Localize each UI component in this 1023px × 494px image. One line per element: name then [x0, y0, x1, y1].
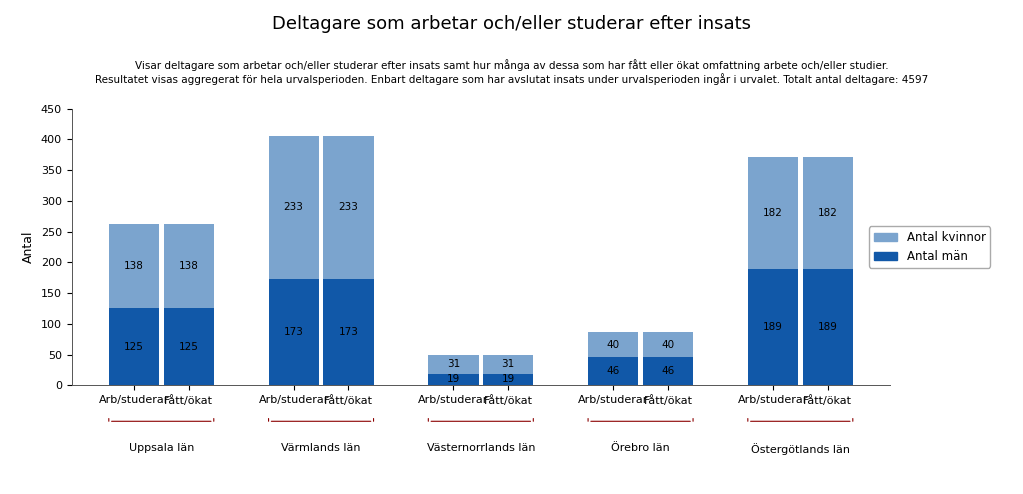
Text: 19: 19 [447, 374, 460, 384]
Text: 46: 46 [661, 366, 674, 376]
Bar [429, 373, 479, 385]
Text: 233: 233 [339, 203, 358, 212]
Bar [269, 279, 319, 385]
Bar [429, 355, 479, 373]
Bar [483, 373, 533, 385]
Text: 125: 125 [124, 342, 144, 352]
Bar [108, 224, 159, 308]
Text: 189: 189 [817, 322, 838, 332]
Bar [588, 332, 638, 357]
Text: Visar deltagare som arbetar och/eller studerar efter insats samt hur många av de: Visar deltagare som arbetar och/eller st… [95, 59, 928, 85]
Bar [323, 136, 373, 279]
Text: Deltagare som arbetar och/eller studerar efter insats: Deltagare som arbetar och/eller studerar… [272, 15, 751, 33]
Y-axis label: Antal: Antal [23, 231, 35, 263]
Text: Uppsala län: Uppsala län [129, 444, 194, 453]
Bar [748, 157, 798, 269]
Text: 182: 182 [763, 208, 783, 218]
Text: 40: 40 [607, 340, 620, 350]
Bar [323, 279, 373, 385]
Bar [642, 332, 693, 357]
Bar [642, 357, 693, 385]
Text: 189: 189 [763, 322, 783, 332]
Bar [748, 269, 798, 385]
Text: Örebro län: Örebro län [611, 444, 670, 453]
Text: 19: 19 [501, 374, 515, 384]
Text: 173: 173 [283, 327, 304, 337]
Text: Västernorrlands län: Västernorrlands län [427, 444, 535, 453]
Text: 31: 31 [501, 359, 515, 369]
Text: 138: 138 [179, 261, 198, 271]
Bar [803, 269, 853, 385]
Text: 173: 173 [339, 327, 358, 337]
Legend: Antal kvinnor, Antal män: Antal kvinnor, Antal män [869, 226, 990, 268]
Bar [483, 355, 533, 373]
Bar [803, 157, 853, 269]
Bar [164, 224, 214, 308]
Bar [108, 308, 159, 385]
Text: 233: 233 [283, 203, 304, 212]
Text: 125: 125 [179, 342, 198, 352]
Text: 182: 182 [817, 208, 838, 218]
Bar [164, 308, 214, 385]
Bar [588, 357, 638, 385]
Text: 138: 138 [124, 261, 144, 271]
Text: 40: 40 [662, 340, 674, 350]
Text: Värmlands län: Värmlands län [281, 444, 361, 453]
Text: Östergötlands län: Östergötlands län [751, 444, 850, 455]
Text: 31: 31 [447, 359, 460, 369]
Text: 46: 46 [607, 366, 620, 376]
Bar [269, 136, 319, 279]
